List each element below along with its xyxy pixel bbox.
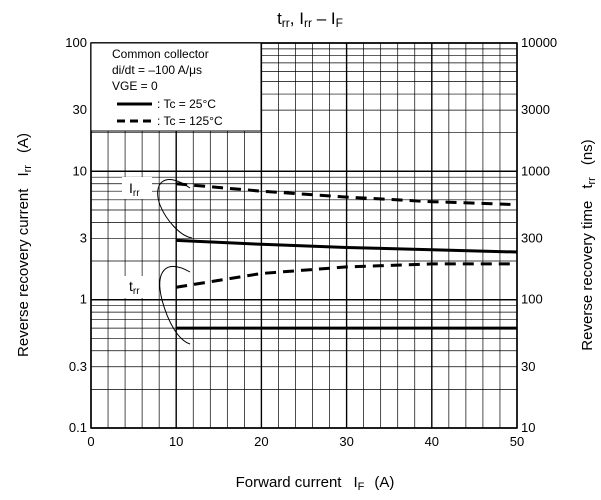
irr-annotation: Irr [122,177,193,239]
title-rr: rr [282,16,290,30]
legend-line-1: Common collector [112,47,209,61]
y-left-tick-label: 3 [80,230,87,245]
x-tick-label: 30 [339,434,353,449]
y-right-tick-label: 300 [521,230,543,245]
y-right-tick-label: 3000 [521,102,550,117]
legend-line-3: VGE = 0 [112,79,158,93]
title-sep2: – I [312,9,336,28]
y-right-tick-label: 10 [521,420,535,435]
y-right-axis-label: Reverse recovery timetrr(ns) [579,139,598,350]
legend-entry-25c: : Tc = 25°C [157,97,216,111]
trr-label: trr [129,278,140,297]
y-left-tick-label: 1 [80,292,87,307]
x-axis-label: Forward current IF (A) [236,474,395,493]
series-trr-dashed [175,262,517,289]
irr-bracket [157,179,193,239]
title-t: t [277,9,282,28]
y-right-tick-label: 30 [521,359,535,374]
x-tick-label: 10 [169,434,183,449]
plot-frame [90,42,518,429]
title-rr2: rr [304,16,312,30]
x-tick-label: 40 [425,434,439,449]
y-left-tick-label: 100 [65,35,87,50]
y-right-tick-label: 10000 [521,35,557,50]
trr-annotation: trr [124,266,191,345]
irr-label-bg [122,177,152,199]
title-f: F [336,16,343,30]
series-irr-dashed [176,182,518,207]
x-tick-label: 50 [510,434,524,449]
y-left-tick-label: 10 [73,163,87,178]
x-tick-labels: 0 10 20 30 40 50 [87,434,524,449]
irr-label: Irr [129,180,140,199]
trr-label-bg [124,276,152,298]
legend-line-2: di/dt = –100 A/μs [112,63,202,77]
legend: Common collector di/dt = –100 A/μs VGE =… [90,42,262,132]
chart-title: trr, Irr – IF [277,9,343,30]
left-tick-labels: 0.1 0.3 1 3 10 30 100 [65,35,87,435]
y-left-tick-label: 30 [73,102,87,117]
right-tick-labels: 10 30 100 300 1000 3000 10000 [521,35,557,435]
legend-box [90,42,262,132]
trr-bracket [159,266,191,345]
x-tick-label: 20 [254,434,268,449]
y-left-tick-label: 0.3 [69,359,87,374]
legend-entry-125c: : Tc = 125°C [157,114,223,128]
series-group [175,182,518,330]
y-left-tick-label: 0.1 [69,420,87,435]
title-sep1: , I [290,9,304,28]
y-right-tick-label: 1000 [521,163,550,178]
y-left-axis-label: Reverse recovery currentIrr(A) [15,133,34,357]
x-tick-label: 0 [87,434,94,449]
y-right-tick-label: 100 [521,292,543,307]
series-irr-solid [176,238,518,254]
